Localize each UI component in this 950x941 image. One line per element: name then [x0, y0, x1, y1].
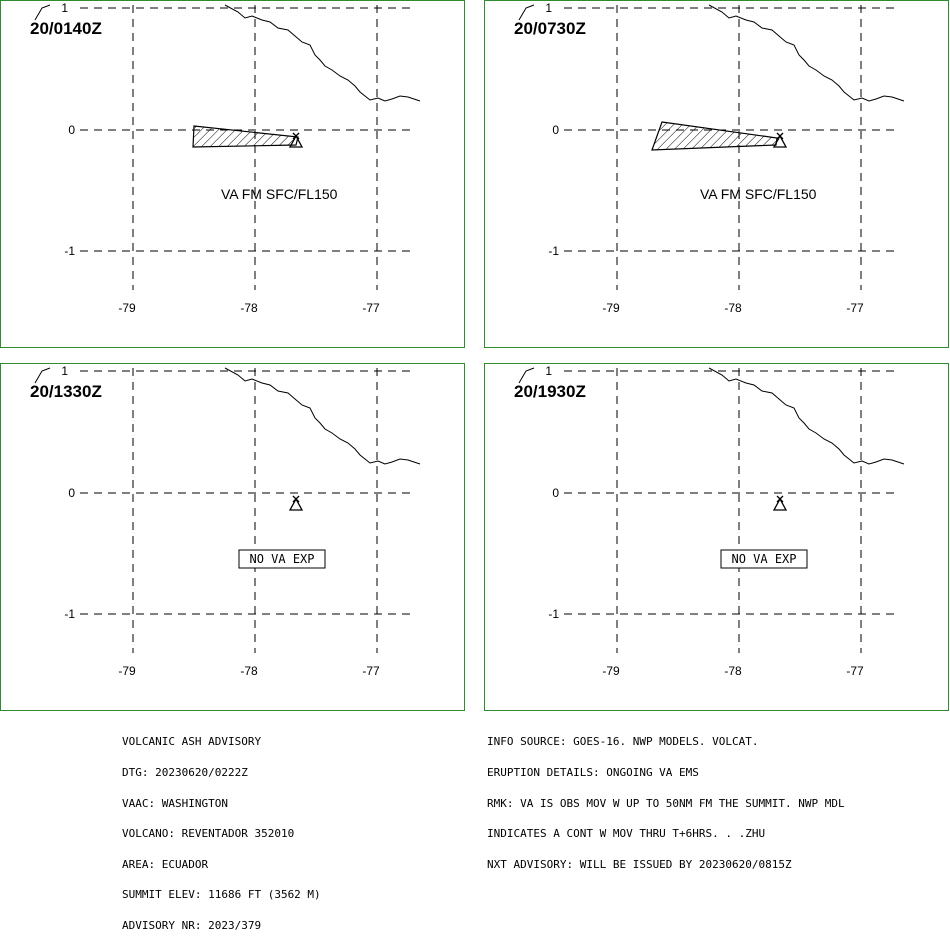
lon-tick: -78 — [724, 301, 742, 315]
volcano-icon — [288, 495, 304, 511]
lat-tick: 0 — [552, 123, 559, 137]
forecast-panel-1: 20/0730Z 1 0 -1 -79 -78 -77 VA FM SFC/FL… — [484, 0, 949, 348]
lat-tick: 1 — [61, 1, 68, 15]
coastline — [518, 367, 905, 465]
forecast-panel-0: 20/0140Z 1 0 -1 -79 -78 -77 VA FM SFC/FL… — [0, 0, 465, 348]
lat-tick: 1 — [545, 1, 552, 15]
lon-tick: -79 — [602, 301, 620, 315]
lon-tick: -78 — [724, 664, 742, 678]
forecast-panel-2: 20/1330Z 1 0 -1 -79 -78 -77 NO VA EXP — [0, 363, 465, 711]
lat-lon-grid — [564, 368, 894, 653]
coastline — [34, 4, 421, 102]
advisory-line: VAAC: WASHINGTON — [122, 796, 228, 810]
advisory-line: ADVISORY NR: 2023/379 — [122, 918, 262, 932]
forecast-time: 20/0140Z — [30, 19, 102, 38]
lat-lon-grid — [80, 368, 410, 653]
lat-tick: 1 — [545, 364, 552, 378]
lat-tick: 0 — [552, 486, 559, 500]
forecast-time: 20/1930Z — [514, 382, 586, 401]
lat-tick: -1 — [64, 607, 75, 621]
no-va-label: NO VA EXP — [731, 552, 796, 566]
ash-cloud — [651, 121, 778, 151]
panel-frame — [0, 0, 465, 348]
map-3: 20/1930Z 1 0 -1 -79 -78 -77 NO VA EXP — [484, 363, 949, 711]
no-va-box — [238, 549, 326, 569]
volcano-icon — [772, 495, 788, 511]
volcano-icon — [772, 132, 788, 148]
advisory-line: SUMMIT ELEV: 11686 FT (3562 M) — [122, 888, 321, 902]
lat-lon-grid — [80, 5, 410, 290]
lon-tick: -78 — [240, 664, 258, 678]
va-level-label: VA FM SFC/FL150 — [700, 186, 817, 202]
panel-frame — [484, 363, 949, 711]
advisory-line: INDICATES A CONT W MOV THRU T+6HRS. . .Z… — [487, 827, 766, 841]
forecast-time: 20/0730Z — [514, 19, 586, 38]
advisory-line: AREA: ECUADOR — [122, 857, 209, 871]
lon-tick: -77 — [362, 664, 380, 678]
advisory-line: RMK: VA IS OBS MOV W UP TO 50NM FM THE S… — [487, 796, 845, 810]
volcano-icon — [288, 132, 304, 148]
lon-tick: -79 — [118, 301, 136, 315]
forecast-panel-3: 20/1930Z 1 0 -1 -79 -78 -77 NO VA EXP — [484, 363, 949, 711]
map-2: 20/1330Z 1 0 -1 -79 -78 -77 NO VA EXP — [0, 363, 465, 711]
panel-frame — [484, 0, 949, 348]
lat-tick: 0 — [68, 486, 75, 500]
coastline — [34, 367, 421, 465]
lon-tick: -79 — [602, 664, 620, 678]
advisory-details: INFO SOURCE: GOES-16. NWP MODELS. VOLCAT… — [487, 717, 845, 880]
panel-frame — [0, 363, 465, 711]
lon-tick: -79 — [118, 664, 136, 678]
lon-tick: -77 — [846, 301, 864, 315]
advisory-line: DTG: 20230620/0222Z — [122, 766, 248, 779]
no-va-label: NO VA EXP — [249, 552, 314, 566]
lon-tick: -77 — [846, 664, 864, 678]
lon-tick: -78 — [240, 301, 258, 315]
lat-tick: -1 — [64, 244, 75, 258]
lat-lon-grid — [564, 5, 894, 290]
map-0: 20/0140Z 1 0 -1 -79 -78 -77 VA FM SFC/FL… — [0, 0, 465, 348]
lat-tick: -1 — [548, 607, 559, 621]
coastline — [518, 4, 905, 102]
advisory-header: VOLCANIC ASH ADVISORY DTG: 20230620/0222… — [122, 717, 321, 941]
advisory-line: VOLCANO: REVENTADOR 352010 — [122, 827, 295, 841]
advisory-line: VOLCANIC ASH ADVISORY — [122, 735, 262, 749]
no-va-box — [720, 549, 808, 569]
advisory-line: NXT ADVISORY: WILL BE ISSUED BY 20230620… — [487, 857, 792, 871]
lat-tick: -1 — [548, 244, 559, 258]
advisory-line: INFO SOURCE: GOES-16. NWP MODELS. VOLCAT… — [487, 735, 759, 749]
lat-tick: 0 — [68, 123, 75, 137]
forecast-time: 20/1330Z — [30, 382, 102, 401]
va-level-label: VA FM SFC/FL150 — [221, 186, 338, 202]
ash-cloud — [192, 125, 299, 148]
map-1: 20/0730Z 1 0 -1 -79 -78 -77 VA FM SFC/FL… — [484, 0, 949, 348]
lat-tick: 1 — [61, 364, 68, 378]
advisory-line: ERUPTION DETAILS: ONGOING VA EMS — [487, 766, 699, 779]
lon-tick: -77 — [362, 301, 380, 315]
